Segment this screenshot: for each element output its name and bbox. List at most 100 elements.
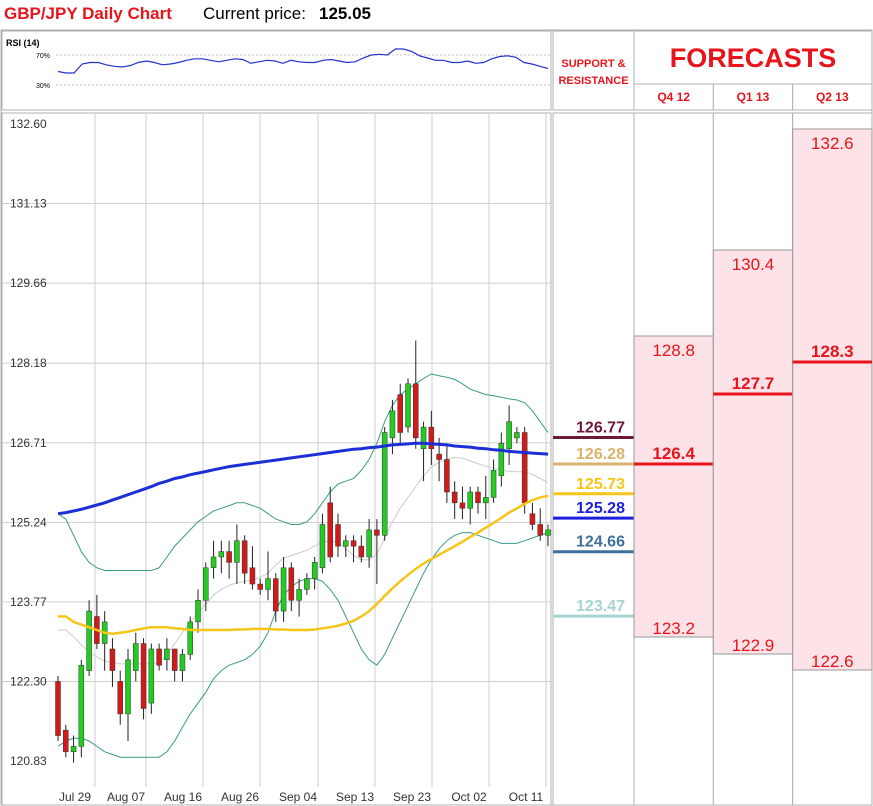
- forecast-title: FORECASTS: [670, 43, 837, 73]
- candle-body: [436, 453, 442, 460]
- forecast-period-label: Q1 13: [737, 90, 770, 104]
- candle-body: [459, 502, 466, 509]
- candle-body: [311, 562, 318, 579]
- candle-body: [296, 589, 302, 601]
- y-tick-label: 132.60: [10, 117, 47, 131]
- candle-body: [257, 583, 263, 590]
- forecast-mid: 127.7: [732, 374, 775, 393]
- candle-body: [335, 524, 341, 547]
- candle-body: [148, 648, 155, 704]
- y-tick-label: 123.77: [10, 595, 47, 609]
- rsi-label: RSI (14): [6, 38, 40, 48]
- forecast-low: 122.6: [811, 652, 854, 671]
- rsi-level-label: 30%: [36, 83, 50, 90]
- candle-body: [133, 643, 139, 671]
- x-tick-label: Sep 23: [393, 790, 431, 804]
- candle-body: [218, 551, 225, 558]
- candle-body: [444, 459, 450, 493]
- sr-level-value: 126.28: [576, 446, 625, 463]
- candle-body: [241, 540, 248, 574]
- forecast-period-cell: [792, 83, 873, 111]
- bollinger-middle: [58, 456, 549, 665]
- y-tick-label: 120.83: [10, 754, 47, 768]
- candle-body: [210, 556, 217, 569]
- x-tick-label: Aug 16: [164, 790, 202, 804]
- candle-body: [304, 578, 310, 590]
- candle-body: [195, 600, 201, 623]
- candle-body: [117, 681, 123, 715]
- candle-body: [273, 578, 279, 612]
- y-tick-label: 129.66: [10, 276, 47, 290]
- candle-body: [280, 567, 287, 612]
- sr-level-value: 125.73: [576, 476, 625, 493]
- current-price-label: Current price:: [203, 4, 306, 23]
- candle-body: [358, 545, 365, 558]
- candle-body: [203, 567, 209, 601]
- y-tick-label: 126.71: [10, 436, 47, 450]
- forecast-period-label: Q2 13: [816, 90, 849, 104]
- x-tick-label: Sep 13: [336, 790, 374, 804]
- candle-body: [319, 524, 326, 569]
- candle-body: [187, 621, 193, 655]
- candle-body: [156, 648, 162, 666]
- candle-body: [140, 643, 147, 709]
- candle-body: [249, 567, 256, 585]
- candle-body: [226, 551, 232, 563]
- x-tick-label: Sep 04: [279, 790, 317, 804]
- candle-body: [86, 610, 92, 671]
- candle-body: [70, 746, 77, 753]
- sr-level-value: 124.66: [576, 534, 625, 551]
- sr-header-cell: [552, 30, 635, 111]
- moving-average-slow: [58, 494, 549, 636]
- candle-body: [55, 681, 61, 736]
- y-tick-label: 128.18: [10, 356, 47, 370]
- forecast-title-cell: [633, 30, 873, 85]
- candle-body: [78, 664, 85, 747]
- candle-body: [521, 432, 528, 504]
- candle-body: [234, 540, 240, 563]
- candle-body: [343, 540, 349, 547]
- forecast-period-cell: [633, 83, 714, 111]
- candle-body: [537, 524, 543, 536]
- sr-body: [552, 112, 635, 806]
- candle-body: [467, 491, 473, 509]
- candle-body: [164, 648, 170, 661]
- candle-body: [179, 654, 186, 671]
- candle-body: [327, 502, 333, 558]
- support-resistance-panel: SUPPORT & RESISTANCE 126.77 126.28 125.73 125…: [552, 30, 635, 806]
- x-tick-label: Oct 02: [451, 790, 487, 804]
- sr-header-label: SUPPORT &: [561, 58, 625, 70]
- y-tick-label: 125.24: [10, 515, 47, 529]
- candle-body: [125, 659, 131, 715]
- candle-body: [490, 470, 497, 498]
- candle-body: [109, 648, 116, 671]
- candle-body: [366, 529, 372, 558]
- forecast-mid: 126.4: [652, 444, 695, 463]
- sr-header-label: RESISTANCE: [558, 75, 628, 87]
- forecast-high: 132.6: [811, 134, 854, 153]
- forecast-high: 130.4: [732, 255, 775, 274]
- forecast-low: 122.9: [732, 636, 775, 655]
- y-tick-label: 122.30: [10, 674, 47, 688]
- sr-level-value: 123.47: [576, 598, 625, 615]
- candle-body: [350, 540, 357, 547]
- candle-body: [420, 426, 427, 449]
- candle-body: [288, 567, 295, 601]
- x-tick-label: Aug 07: [107, 790, 145, 804]
- forecast-period-label: Q4 12: [657, 90, 690, 104]
- candle-body: [475, 491, 481, 504]
- candle-body: [428, 426, 435, 449]
- candle-body: [374, 529, 380, 536]
- candle-body: [514, 432, 520, 439]
- candle-body: [529, 513, 536, 525]
- candle-body: [483, 497, 489, 504]
- forecasts-panel: FORECASTS Q4 12 128.8 126.4 123.2 Q1 13 130.4 1…: [633, 30, 873, 806]
- candle-body: [171, 648, 178, 671]
- chart-title: GBP/JPY Daily Chart: [4, 4, 172, 23]
- rsi-line: [57, 48, 549, 74]
- x-tick-label: Oct 11: [509, 790, 544, 804]
- bollinger-lower: [57, 532, 549, 758]
- rsi-panel: RSI (14) 70% 30%: [1, 30, 552, 111]
- rsi-level-label: 70%: [36, 53, 50, 60]
- candle-body: [506, 421, 512, 449]
